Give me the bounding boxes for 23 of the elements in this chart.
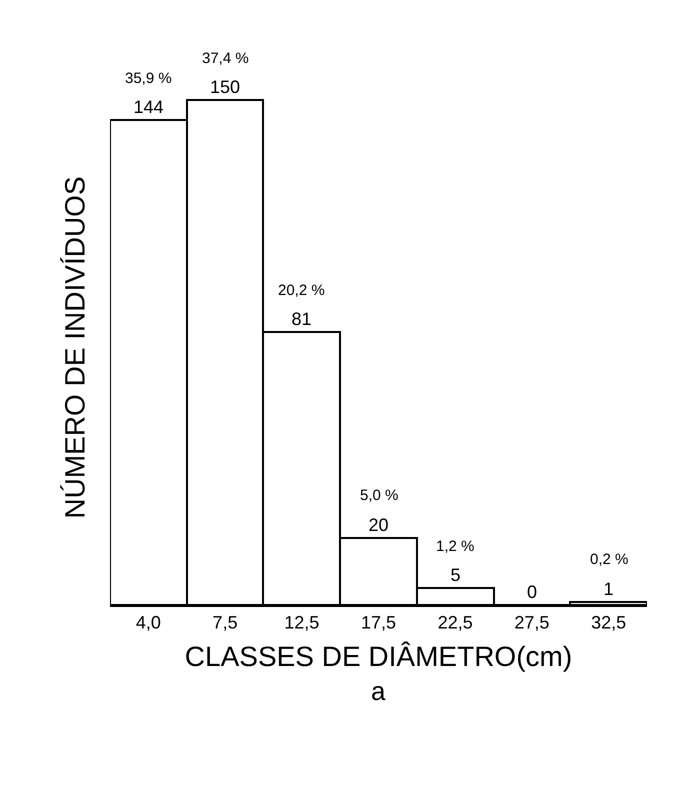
- text: a: [371, 676, 386, 706]
- annotation: 5,0 %: [360, 487, 398, 504]
- annotation: 0,2 %: [590, 551, 628, 568]
- annotation: 37,4 %: [202, 50, 249, 67]
- x-tick-label: 22,5: [438, 612, 473, 633]
- x-tick-label: 12,5: [284, 612, 320, 633]
- x-tick-label: 17,5: [360, 612, 396, 633]
- x-tick-label: 4,0: [136, 612, 161, 633]
- y-axis-title: NÚMERO DE INDIVÍDUOS: [60, 176, 91, 519]
- data-label: 144: [133, 97, 164, 117]
- annotation: 1,2 %: [436, 538, 474, 555]
- x-tick-label: 7,5: [212, 612, 238, 633]
- x-axis-title: CLASSES DE DIÂMETRO(cm): [184, 641, 572, 672]
- data-label: 5: [450, 565, 461, 585]
- data-label: 150: [210, 77, 240, 97]
- data-label: 81: [291, 309, 312, 329]
- data-label: 20: [368, 515, 389, 535]
- x-tick-label: 27,5: [514, 612, 550, 633]
- data-label: 1: [603, 579, 614, 599]
- annotation: 20,2 %: [278, 282, 325, 299]
- data-label: 0: [526, 582, 538, 602]
- x-tick-label: 32,5: [591, 612, 626, 633]
- annotation: 35,9 %: [125, 70, 172, 87]
